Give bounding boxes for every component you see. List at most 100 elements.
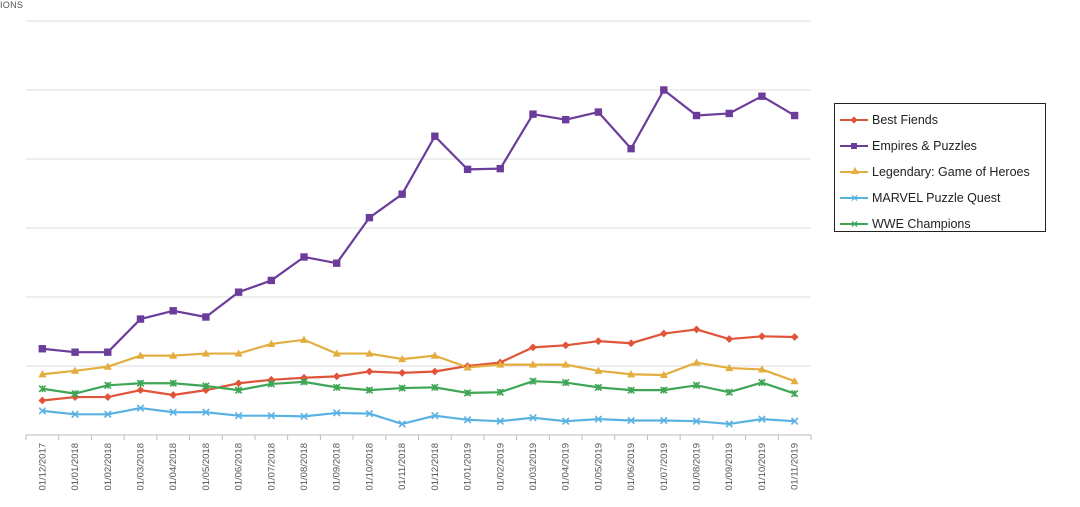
data-point [267,339,276,347]
x-tick-label: 01/03/2019 [528,443,539,491]
x-tick-label: 01/09/2018 [332,443,343,491]
data-point [38,370,47,378]
data-point [431,383,439,392]
legend-item: × WWE Champions [840,211,1045,237]
legend-item: Empires & Puzzles [840,133,1045,159]
data-point [758,92,766,100]
data-point [234,288,243,296]
x-tick-label: 01/01/2018 [70,443,81,491]
x-tick-label: 01/07/2018 [266,443,277,491]
legend-swatch [840,115,868,125]
data-point [529,413,537,422]
x-tick-label: 01/10/2019 [757,443,768,491]
data-point [38,396,47,405]
data-point [692,111,701,120]
data-point [594,415,603,423]
y-axis-title: IONS [0,0,24,10]
x-tick-label: 01/04/2018 [168,443,179,491]
x-axis-tick-labels: 01/12/2017 01/01/2018 01/02/2018 01/03/2018… [37,443,800,491]
data-point [71,389,79,398]
legend-swatch: × [840,218,868,230]
x-tick-label: 01/02/2018 [103,443,114,491]
data-point [561,378,570,387]
data-point [136,379,145,388]
x-tick-label: 01/12/2018 [430,443,441,491]
data-point [496,388,505,396]
data-point [398,190,406,198]
x-tick-label: 01/10/2018 [364,443,375,491]
x-tick-label: 01/02/2019 [495,443,506,491]
legend-item: × MARVEL Puzzle Quest [840,185,1045,211]
data-point [71,410,79,419]
data-point [594,108,603,116]
data-point [594,337,603,346]
x-tick-label: 01/03/2018 [135,443,146,491]
x-tick-label: 01/08/2019 [692,443,703,491]
data-point [561,115,570,124]
data-point [38,345,47,353]
data-point [267,380,276,388]
data-point [365,213,374,222]
data-point [365,386,374,394]
legend-label: Best Fiends [872,113,939,127]
legend-label: WWE Champions [872,217,971,231]
x-tick-label: 01/11/2019 [790,443,801,490]
legend-item: Best Fiends [840,107,1045,133]
data-point [202,382,210,390]
data-point [398,368,407,377]
x-tick-label: 01/08/2018 [299,443,310,491]
data-point [267,276,276,285]
data-point [725,363,734,372]
data-point [725,388,733,396]
data-point [398,354,407,363]
data-point [431,411,439,420]
data-point [136,351,145,359]
data-point [660,386,668,394]
data-point [594,383,603,392]
legend-label: Legendary: Game of Heroes [872,165,1030,179]
data-point [758,378,766,387]
data-point [627,370,636,378]
data-point [660,86,668,94]
data-point [202,408,210,416]
series-line [42,88,796,354]
x-tick-label: 01/06/2019 [626,443,637,491]
data-point [627,339,636,348]
data-point [299,335,309,343]
data-point [365,367,374,376]
x-tick-label: 01/07/2019 [659,443,670,491]
data-point [561,417,570,425]
data-point [496,417,505,425]
data-point [332,372,341,381]
data-point [234,411,243,420]
legend-swatch [840,141,868,151]
data-point [660,416,668,425]
data-point [725,335,734,343]
data-point [234,386,243,394]
data-point [463,165,472,174]
data-point [136,315,145,323]
data-point [169,391,178,399]
data-point [529,377,537,385]
data-point [300,412,308,421]
data-point [169,379,177,388]
data-point [692,381,701,390]
data-point [528,360,538,368]
data-point [758,332,766,341]
data-point [398,420,406,428]
data-point [790,376,799,385]
data-point [529,110,537,118]
data-point [790,111,799,120]
data-point [103,362,112,370]
data-point [659,329,668,338]
data-point [104,410,112,419]
data-point [38,407,47,415]
data-point [136,404,145,412]
data-point [169,351,178,359]
data-point [234,349,243,357]
data-point [169,307,177,315]
data-point [430,351,439,359]
legend-swatch: × [840,192,868,204]
data-point [136,386,145,395]
